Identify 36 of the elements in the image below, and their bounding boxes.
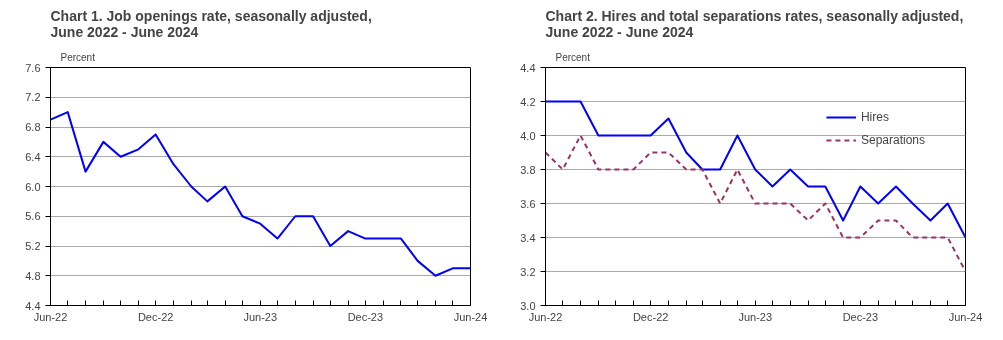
y-tick-label: 3.2 — [520, 265, 536, 278]
y-tick-label: 4.8 — [25, 269, 41, 282]
x-tick-label: Dec-22 — [632, 310, 669, 323]
x-tick-label: Jun-22 — [528, 310, 563, 323]
y-tick-label: 4.4 — [25, 299, 41, 312]
y-axis-title: Percent — [555, 51, 591, 63]
line-series — [50, 111, 471, 277]
x-tick-label: Dec-22 — [137, 310, 174, 323]
y-tick-label: 7.6 — [25, 61, 41, 74]
y-tick-label: 4.4 — [520, 61, 536, 74]
x-tick-label: Dec-23 — [347, 310, 384, 323]
y-axis-title: Percent — [60, 51, 96, 63]
y-tick-label: 4.0 — [520, 129, 536, 142]
y-tick-label: 6.4 — [25, 150, 41, 163]
y-tick-label: 3.8 — [520, 163, 536, 176]
y-tick-label: 6.0 — [25, 180, 41, 193]
y-tick-label: 7.2 — [25, 91, 41, 104]
x-tick-label: Jun-23 — [738, 310, 773, 323]
y-tick-label: 5.2 — [25, 240, 41, 252]
x-tick-label: Jun-24 — [948, 310, 983, 323]
chart-title: Chart 1. Job openings rate, seasonally adjusted, June 2022 - June 2024 — [50, 7, 372, 40]
line-series — [545, 100, 966, 239]
y-tick-label: 4.2 — [520, 95, 536, 108]
x-tick-label: Dec-23 — [842, 310, 879, 323]
x-tick-label: Jun-23 — [243, 310, 278, 323]
legend-label: Hires — [860, 110, 889, 124]
x-tick-label: Jun-24 — [453, 310, 488, 323]
y-tick-label: 5.6 — [25, 210, 41, 223]
legend-label: Separations — [860, 133, 925, 147]
y-tick-label: 3.0 — [520, 299, 536, 312]
y-tick-label: 3.6 — [520, 197, 536, 210]
y-tick-label: 6.8 — [25, 121, 41, 133]
line-series — [545, 134, 966, 273]
x-tick-label: Jun-22 — [33, 310, 68, 323]
y-tick-label: 3.4 — [520, 231, 536, 244]
chart-title: Chart 2. Hires and total separations rates, seasonally adjusted, June 2022 - June 2024 — [545, 7, 964, 40]
